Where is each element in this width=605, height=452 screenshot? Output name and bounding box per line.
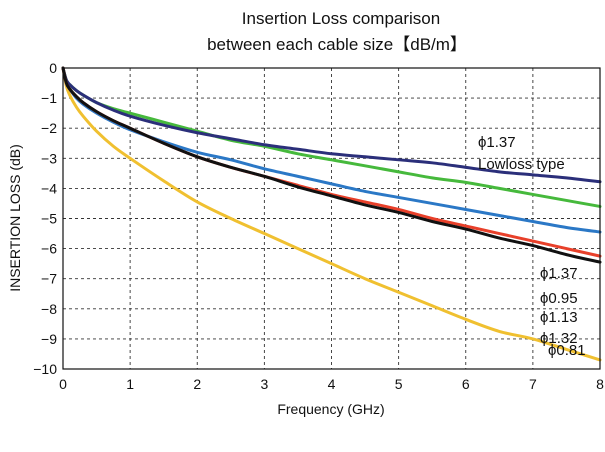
y-tick-label: −8 bbox=[41, 301, 57, 317]
y-tick-label: −6 bbox=[41, 241, 57, 257]
x-tick-label: 7 bbox=[529, 376, 537, 392]
series-labels: ϕ1.37 Lowloss type ϕ1.37 ϕ0.95 ϕ1.13 ϕ1.32ϕ0.… bbox=[478, 134, 586, 359]
chart-title-line-1: Insertion Loss comparison bbox=[242, 9, 440, 28]
chart-title-line-2: between each cable size【dB/m】 bbox=[207, 35, 467, 54]
y-axis-label: INSERTION LOSS (dB) bbox=[7, 144, 23, 292]
series-label-2: ϕ0.95 bbox=[540, 290, 578, 307]
series-line-4 bbox=[61, 66, 602, 264]
x-tick-label: 8 bbox=[596, 376, 604, 392]
y-tick-label: −5 bbox=[41, 211, 57, 227]
plot-frame bbox=[62, 67, 601, 370]
x-tick-label: 5 bbox=[395, 376, 403, 392]
x-tick-label: 3 bbox=[260, 376, 268, 392]
series-label-4: ϕ1.32 bbox=[540, 330, 578, 347]
series-line-0 bbox=[61, 66, 602, 184]
y-tick-label: −10 bbox=[33, 361, 57, 377]
series-label-3: ϕ1.13 bbox=[540, 309, 578, 326]
y-tick-label: −9 bbox=[41, 331, 57, 347]
grid-lines bbox=[63, 68, 600, 369]
y-tick-label: −3 bbox=[41, 150, 57, 166]
y-tick-label: −2 bbox=[41, 120, 57, 136]
x-tick-label: 6 bbox=[462, 376, 470, 392]
series-line-5 bbox=[61, 66, 602, 362]
x-tick-label: 1 bbox=[126, 376, 134, 392]
series-label-5: ϕ0.81 bbox=[548, 342, 586, 359]
y-tick-label: 0 bbox=[49, 60, 57, 76]
y-tick-label: −7 bbox=[41, 271, 57, 287]
y-tick-label: −1 bbox=[41, 90, 57, 106]
tick-labels: 0 1 2 3 4 5 6 7 8 0 −1 −2 −3 −4 −5 −6 −7 −8 −9 −10 bbox=[33, 60, 604, 392]
series-label-1: ϕ1.37 bbox=[540, 265, 578, 282]
x-tick-label: 4 bbox=[328, 376, 336, 392]
x-tick-label: 0 bbox=[59, 376, 67, 392]
series-label-0: Lowloss type bbox=[478, 156, 565, 173]
x-tick-label: 2 bbox=[193, 376, 201, 392]
series-lines bbox=[61, 66, 602, 362]
series-label-0: ϕ1.37 bbox=[478, 134, 516, 151]
y-tick-label: −4 bbox=[41, 180, 57, 196]
x-axis-label: Frequency (GHz) bbox=[277, 401, 384, 417]
